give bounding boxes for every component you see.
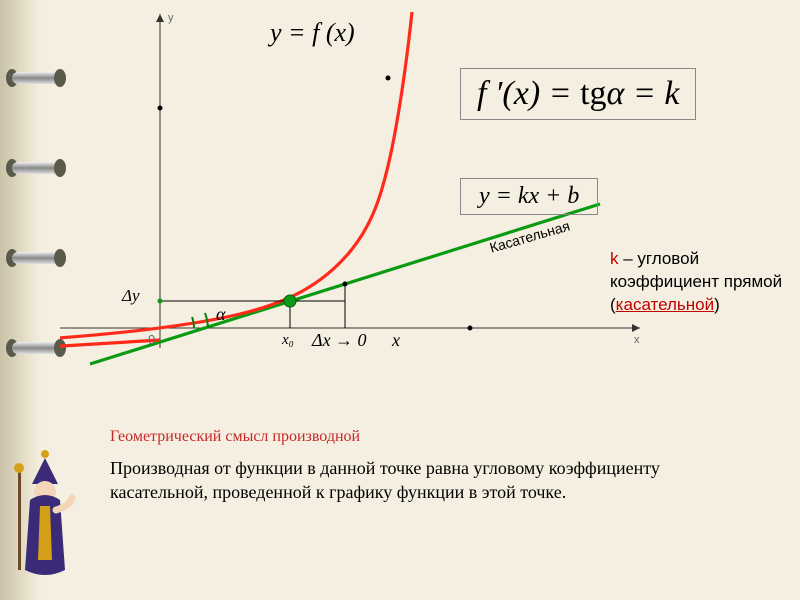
delta-y-label: Δy <box>122 286 140 306</box>
slide-page: у х 0 Δy x₀ Δx → 0 x α y = f (x) f ′(x) … <box>0 0 800 600</box>
ring-2 <box>4 155 64 181</box>
formula-yfx: y = f (x) <box>270 18 355 48</box>
section-body: Производная от функции в данной точке ра… <box>110 456 750 505</box>
ring-4 <box>4 335 64 361</box>
section-title: Геометрический смысл производной <box>110 428 360 446</box>
k-letter: k <box>610 249 619 268</box>
ring-1 <box>4 65 64 91</box>
y-axis-label: у <box>168 12 174 24</box>
x-axis-label: х <box>634 334 640 346</box>
ring-3 <box>4 245 64 271</box>
tangent-point <box>284 295 296 307</box>
alpha-label: α <box>216 304 225 325</box>
dx-label: Δx → 0 <box>312 330 367 351</box>
x0-label: x₀ <box>282 332 294 349</box>
k-explanation: k – угловой коэффициент прямой (касатель… <box>610 248 790 317</box>
chart-canvas: у х 0 Δy x₀ Δx → 0 x α y = f (x) f ′(x) … <box>60 8 780 438</box>
origin-label: 0 <box>148 332 155 347</box>
formula-derivative: f ′(x) = tgα = k <box>460 68 696 120</box>
wizard-mascot <box>10 440 80 580</box>
formula-line: y = kx + b <box>460 178 598 215</box>
function-curve <box>60 12 412 340</box>
x-marker-label: x <box>392 330 400 351</box>
